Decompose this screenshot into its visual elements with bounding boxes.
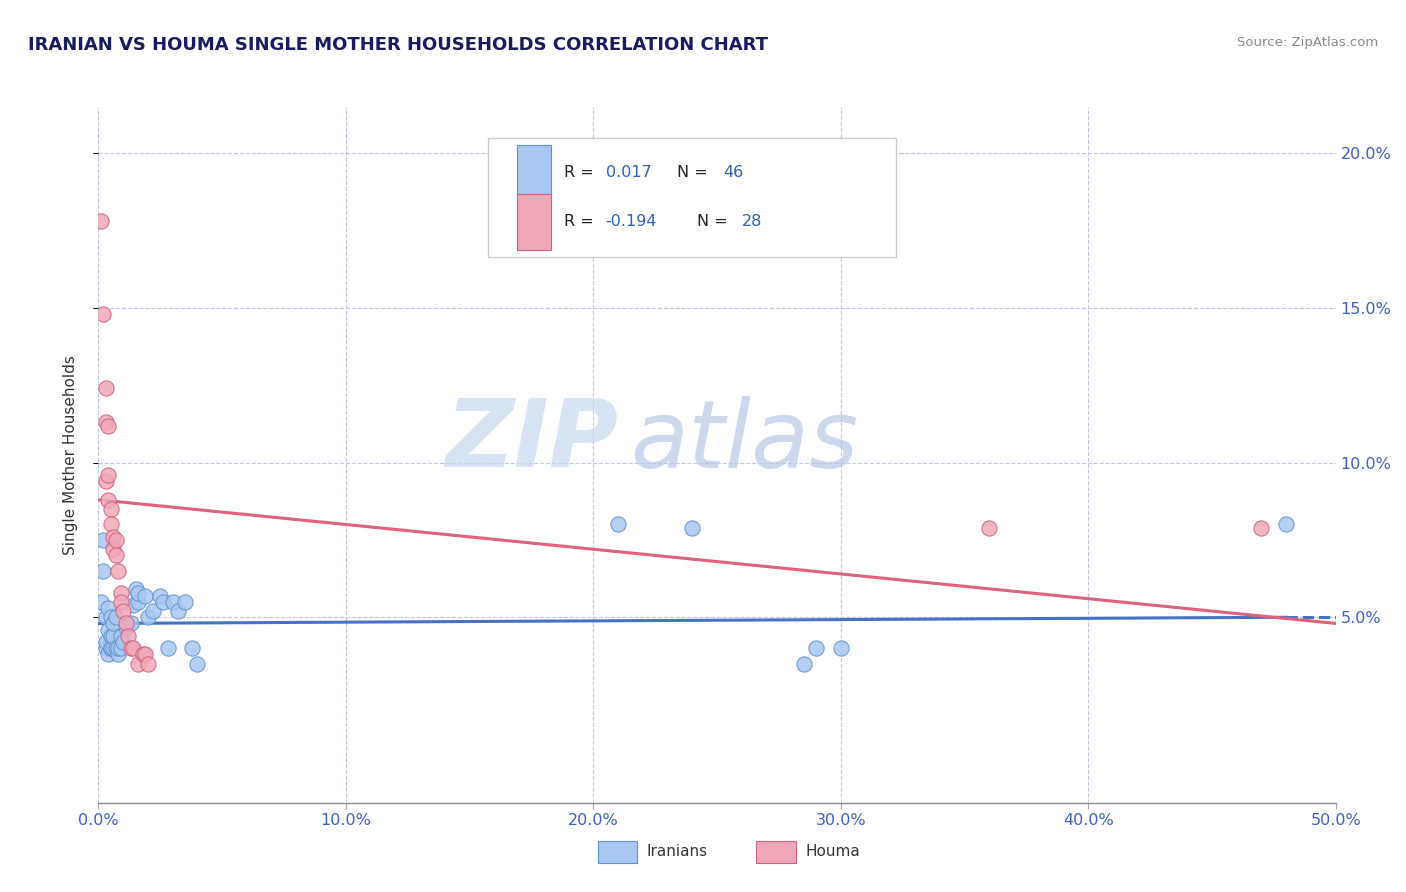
Point bbox=[90, 595, 112, 609]
Point bbox=[93, 307, 115, 321]
Bar bbox=[598, 841, 637, 863]
Text: 0.017: 0.017 bbox=[606, 166, 651, 180]
Point bbox=[122, 641, 145, 656]
Point bbox=[100, 517, 122, 532]
Point bbox=[120, 616, 142, 631]
Point bbox=[100, 610, 122, 624]
Point bbox=[186, 657, 208, 671]
Point bbox=[181, 641, 204, 656]
Point bbox=[134, 648, 156, 662]
Point bbox=[107, 648, 129, 662]
Point bbox=[122, 598, 145, 612]
Text: 28: 28 bbox=[742, 214, 762, 229]
Point bbox=[97, 648, 120, 662]
Point bbox=[830, 641, 852, 656]
Point bbox=[166, 604, 188, 618]
Point bbox=[103, 530, 125, 544]
Point bbox=[100, 641, 122, 656]
Point bbox=[104, 549, 127, 563]
Point bbox=[114, 619, 136, 633]
Point bbox=[90, 214, 112, 228]
Point bbox=[112, 604, 135, 618]
Text: IRANIAN VS HOUMA SINGLE MOTHER HOUSEHOLDS CORRELATION CHART: IRANIAN VS HOUMA SINGLE MOTHER HOUSEHOLD… bbox=[28, 36, 768, 54]
Point bbox=[149, 589, 172, 603]
FancyBboxPatch shape bbox=[516, 194, 551, 250]
Point bbox=[110, 595, 132, 609]
Point bbox=[804, 641, 827, 656]
Point bbox=[1250, 520, 1272, 534]
Point bbox=[114, 616, 136, 631]
Point bbox=[103, 616, 125, 631]
Point bbox=[104, 610, 127, 624]
Point bbox=[979, 520, 1001, 534]
Point bbox=[94, 641, 117, 656]
Point bbox=[103, 542, 125, 557]
Point bbox=[136, 610, 159, 624]
Text: N =: N = bbox=[697, 214, 733, 229]
Text: ZIP: ZIP bbox=[446, 395, 619, 487]
Y-axis label: Single Mother Households: Single Mother Households bbox=[63, 355, 77, 555]
Point bbox=[127, 585, 149, 599]
Point bbox=[97, 468, 120, 483]
Point bbox=[156, 641, 179, 656]
Text: atlas: atlas bbox=[630, 395, 859, 486]
Point bbox=[107, 564, 129, 578]
Point bbox=[104, 641, 127, 656]
Text: N =: N = bbox=[678, 166, 713, 180]
Text: R =: R = bbox=[564, 166, 599, 180]
Point bbox=[94, 381, 117, 395]
Point bbox=[103, 629, 125, 643]
Point bbox=[110, 641, 132, 656]
Point bbox=[100, 629, 122, 643]
Point bbox=[120, 641, 142, 656]
Point bbox=[152, 595, 174, 609]
FancyBboxPatch shape bbox=[488, 138, 897, 257]
Point bbox=[1275, 517, 1298, 532]
Point bbox=[97, 418, 120, 433]
Point bbox=[93, 564, 115, 578]
Point bbox=[681, 520, 703, 534]
Point bbox=[142, 604, 165, 618]
Text: Iranians: Iranians bbox=[647, 845, 707, 859]
Point bbox=[110, 629, 132, 643]
Point bbox=[134, 589, 156, 603]
Text: -0.194: -0.194 bbox=[606, 214, 657, 229]
Point bbox=[97, 601, 120, 615]
Point bbox=[94, 635, 117, 649]
Point bbox=[94, 416, 117, 430]
Point bbox=[100, 641, 122, 656]
Point bbox=[136, 657, 159, 671]
Bar bbox=[756, 841, 796, 863]
Point bbox=[100, 502, 122, 516]
FancyBboxPatch shape bbox=[516, 145, 551, 201]
Point bbox=[107, 641, 129, 656]
Point bbox=[94, 610, 117, 624]
Point bbox=[110, 585, 132, 599]
Point bbox=[793, 657, 815, 671]
Point bbox=[607, 517, 630, 532]
Text: Source: ZipAtlas.com: Source: ZipAtlas.com bbox=[1237, 36, 1378, 49]
Text: 46: 46 bbox=[723, 166, 744, 180]
Point bbox=[132, 648, 155, 662]
Text: Houma: Houma bbox=[806, 845, 860, 859]
Point bbox=[94, 474, 117, 488]
Point bbox=[117, 629, 139, 643]
Point bbox=[104, 533, 127, 547]
Point bbox=[127, 595, 149, 609]
Point bbox=[124, 582, 146, 597]
Point bbox=[103, 641, 125, 656]
Point bbox=[112, 635, 135, 649]
Point bbox=[97, 492, 120, 507]
Point bbox=[127, 657, 149, 671]
Text: R =: R = bbox=[564, 214, 599, 229]
Point bbox=[93, 533, 115, 547]
Point bbox=[174, 595, 197, 609]
Point bbox=[97, 623, 120, 637]
Point bbox=[162, 595, 184, 609]
